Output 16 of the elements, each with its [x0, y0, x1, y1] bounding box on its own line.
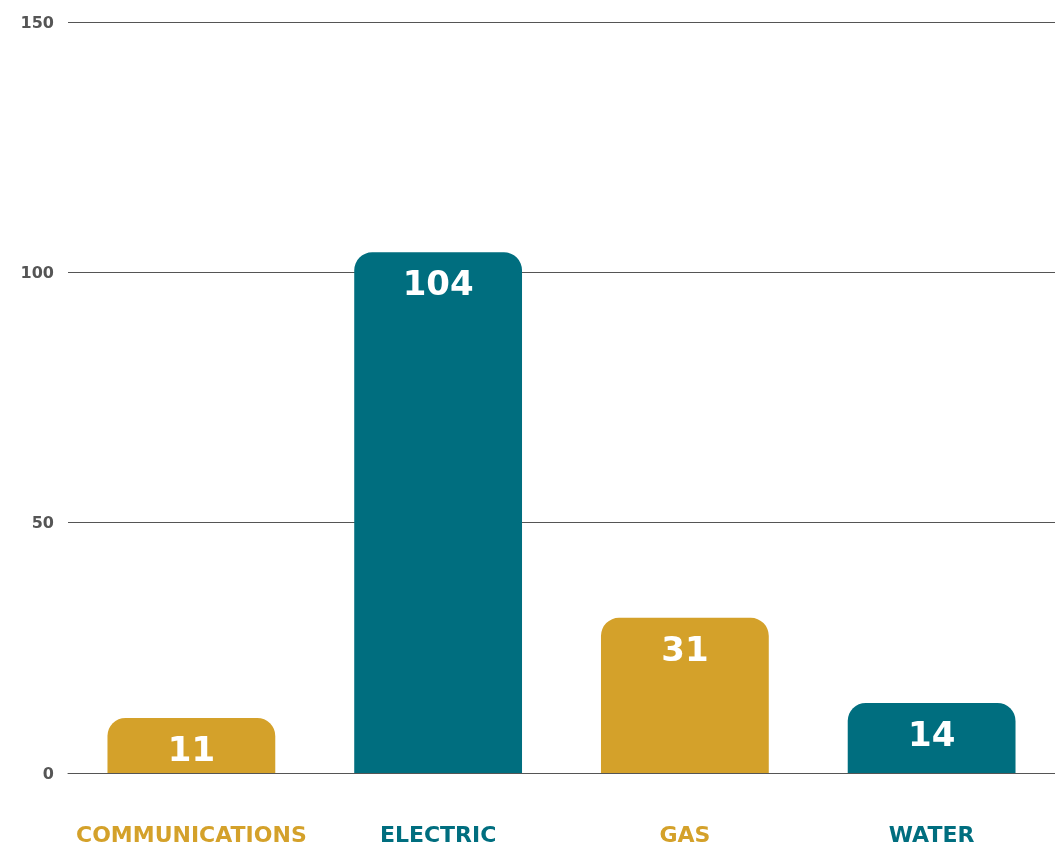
data-label: 14 — [907, 713, 956, 754]
data-label: 104 — [402, 263, 474, 304]
x-tick-label: COMMUNICATIONS — [76, 821, 307, 847]
y-tick-label: 100 — [20, 262, 54, 282]
bar — [600, 617, 769, 773]
y-tick-label: 50 — [31, 513, 54, 533]
y-tick-label: 0 — [42, 763, 54, 783]
bar — [847, 702, 1016, 773]
bar — [107, 717, 276, 773]
x-tick-label: GAS — [659, 821, 711, 847]
data-label: 11 — [167, 728, 216, 769]
x-tick-label: ELECTRIC — [379, 821, 497, 847]
bar — [354, 252, 523, 773]
y-tick-label: 150 — [20, 12, 54, 32]
data-label: 31 — [661, 628, 709, 669]
x-tick-label: WATER — [888, 821, 975, 847]
